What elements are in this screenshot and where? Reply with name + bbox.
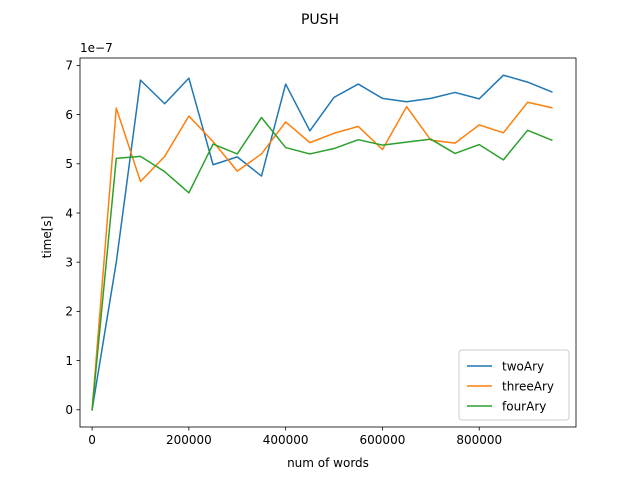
y-tick-label: 5 — [65, 157, 73, 171]
y-tick-label: 6 — [65, 108, 73, 122]
y-offset-label: 1e−7 — [80, 41, 113, 55]
plot-frame — [79, 57, 577, 428]
y-tick-label: 1 — [65, 354, 73, 368]
y-tick-label: 4 — [65, 206, 73, 220]
legend-label-twoAry: twoAry — [502, 359, 544, 373]
legend-label-threeAry: threeAry — [502, 379, 554, 393]
series-line-threeAry — [91, 101, 553, 411]
x-tick-label: 600000 — [360, 433, 406, 447]
x-tick-label: 400000 — [263, 433, 309, 447]
series-line-fourAry — [91, 116, 553, 411]
y-tick-label: 0 — [65, 403, 73, 417]
series-line-twoAry — [91, 74, 553, 411]
legend-box — [458, 349, 570, 421]
x-tick-label: 200000 — [166, 433, 212, 447]
chart-title: PUSH — [301, 12, 339, 28]
y-tick-label: 2 — [65, 305, 73, 319]
legend-label-fourAry: fourAry — [502, 399, 546, 413]
x-axis-title: num of words — [287, 456, 369, 470]
y-tick-label: 7 — [65, 59, 73, 73]
plot-area: 0 200000 400000 600000 800000 0 1 2 3 4 5 6 7 twoAry t… — [65, 57, 577, 447]
y-axis-title: time[s] — [40, 216, 54, 259]
x-tick-label: 0 — [88, 433, 96, 447]
x-tick-label: 800000 — [456, 433, 502, 447]
y-tick-label: 3 — [65, 255, 73, 269]
